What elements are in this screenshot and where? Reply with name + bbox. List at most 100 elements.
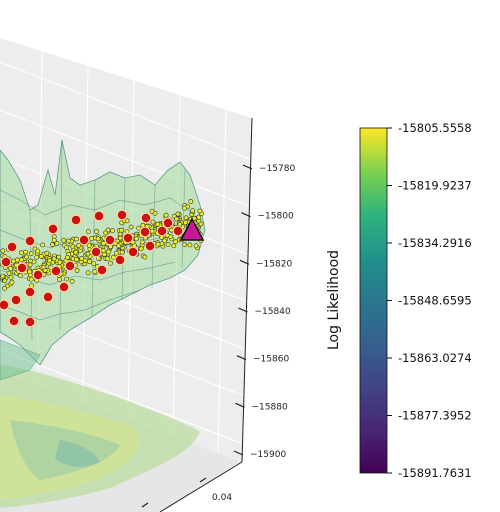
highlighted-point (47, 223, 59, 235)
sample-point (31, 259, 37, 265)
sample-point (8, 265, 13, 271)
x-tick-label: 0.04 (212, 493, 232, 503)
sample-point (87, 259, 92, 264)
sample-point (74, 256, 79, 262)
sample-point (108, 260, 113, 266)
sample-point (57, 259, 63, 265)
sample-point (51, 237, 57, 243)
sample-point (100, 248, 106, 254)
highlighted-point (122, 232, 134, 244)
sample-point (149, 208, 155, 214)
sample-point (182, 205, 187, 211)
highlighted-point (10, 294, 22, 306)
sample-point (57, 276, 62, 282)
sample-point (64, 276, 69, 282)
z-tick-label: −15840 (255, 307, 291, 317)
highlighted-point (70, 214, 82, 226)
sample-point (182, 242, 188, 248)
best-point-marker (179, 217, 205, 241)
sample-point (51, 256, 57, 262)
highlighted-point (64, 260, 76, 272)
z-tick (236, 355, 247, 361)
sample-point (95, 236, 101, 242)
sample-point (85, 270, 91, 276)
sample-point (104, 256, 110, 261)
sample-point (150, 219, 156, 225)
sample-point (138, 246, 144, 252)
highlighted-point (156, 225, 168, 237)
sample-point (196, 214, 202, 220)
sample-point (61, 237, 67, 243)
sample-point (69, 278, 75, 284)
colorbar-tick-label: -15848.6595 (398, 294, 472, 308)
colorbar-tick-label: -15834.2916 (398, 236, 472, 250)
sample-point (2, 285, 7, 291)
sample-point (103, 230, 108, 236)
colorbar-tick-label: -15877.3952 (398, 409, 472, 423)
sample-point (187, 242, 193, 248)
z-tick-label: −15900 (250, 450, 286, 460)
sample-point (76, 242, 82, 248)
sample-point (54, 240, 60, 246)
colorbar-tick-label: -15863.0274 (398, 351, 472, 365)
sample-point (74, 268, 80, 273)
sample-point (73, 236, 79, 242)
sample-point (193, 243, 199, 249)
sample-point (65, 254, 70, 260)
colorbar: -15805.5558 -15819.9237 -15834.2916 -15848.… (326, 121, 472, 480)
highlighted-points (0, 209, 184, 328)
sample-point (188, 199, 194, 204)
sample-point (66, 238, 72, 244)
sample-point (18, 250, 24, 256)
z-tick (241, 212, 251, 218)
sample-point (136, 225, 142, 231)
sample-point (89, 236, 95, 241)
z-tick-label: −15780 (259, 164, 295, 174)
highlighted-point (140, 212, 152, 224)
sample-point (82, 258, 88, 263)
sample-point (28, 251, 34, 256)
sample-point (27, 269, 33, 275)
sample-point (64, 245, 69, 250)
sample-point (119, 249, 125, 255)
sample-point (106, 249, 111, 255)
sample-point (128, 224, 134, 230)
z-tick (235, 402, 245, 408)
floor-contour (0, 365, 200, 508)
sample-point (119, 227, 124, 233)
sample-point (85, 229, 91, 235)
x-axis-line (159, 461, 243, 512)
z-tick-label: −15880 (252, 402, 288, 412)
highlighted-point (8, 315, 20, 327)
highlighted-point (139, 226, 151, 238)
highlighted-point (58, 281, 70, 293)
sample-point (175, 211, 181, 217)
sample-point (2, 278, 8, 284)
sample-point (73, 249, 79, 255)
highlighted-point (16, 262, 28, 274)
colorbar-gradient (360, 128, 387, 473)
highlighted-point (96, 264, 108, 276)
z-axis-ticks: −15780 −15800 −15820 −15840 −15860 −15880 −159… (233, 164, 295, 460)
sample-point (79, 256, 85, 261)
colorbar-ticks: -15805.5558 -15819.9237 -15834.2916 -15848.… (387, 121, 472, 480)
z-tick-label: −15860 (253, 355, 289, 365)
sample-point (24, 254, 29, 260)
highlighted-point (0, 299, 10, 311)
sample-point (110, 228, 115, 234)
highlighted-point (90, 246, 102, 258)
sample-point (27, 262, 33, 268)
highlighted-point (162, 217, 174, 229)
sample-point (0, 273, 6, 279)
sample-point (142, 254, 148, 260)
highlighted-point (24, 286, 36, 298)
highlighted-point (127, 246, 139, 258)
highlighted-point (114, 254, 126, 266)
sample-point (94, 229, 99, 234)
z-axis-line (241, 117, 253, 463)
sample-point (163, 212, 169, 218)
z-tick-label: −15800 (258, 212, 294, 222)
sample-point (183, 215, 189, 221)
x-tick (141, 502, 149, 508)
